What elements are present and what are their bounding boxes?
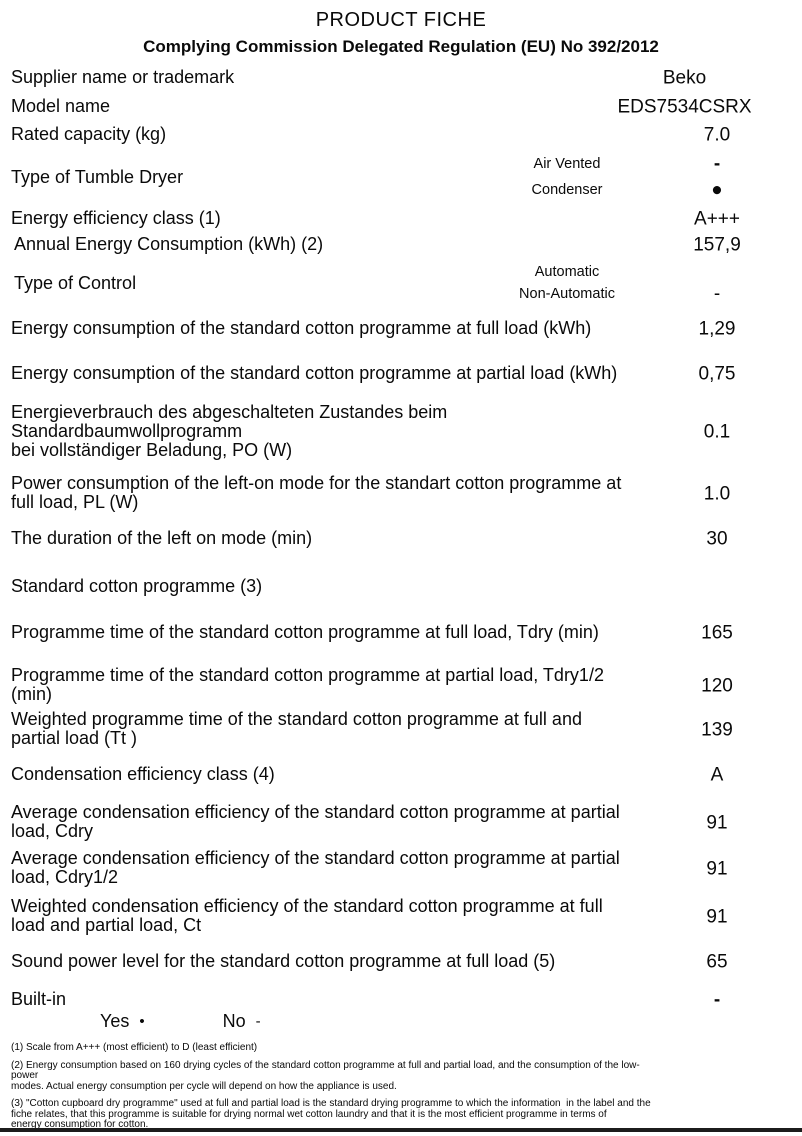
row-value: 91 (706, 812, 728, 833)
option-label: Automatic (534, 264, 600, 280)
row-label: Average condensation efficiency of the s… (11, 802, 620, 841)
dot-mark: ● (711, 179, 723, 201)
row-time-full-load: Programme time of the standard cotton pr… (0, 623, 802, 643)
option-automatic: Automatic (502, 261, 802, 283)
row-label: Condensation efficiency class (4) (11, 764, 275, 784)
row-label: Annual Energy Consumption (kWh) (2) (14, 234, 324, 254)
footnote-3: (3) "Cotton cupboard dry programme" used… (11, 1098, 651, 1130)
row-value: 157,9 (693, 234, 741, 256)
footnotes: (1) Scale from A+++ (most efficient) to … (0, 1042, 802, 1136)
option-air-vented: Air Vented - (502, 151, 802, 177)
row-label: Weighted condensation efficiency of the … (11, 896, 603, 935)
footnote-2: (2) Energy consumption based on 160 dryi… (11, 1059, 640, 1092)
row-energy-partial-load: Energy consumption of the standard cotto… (0, 364, 802, 384)
row-value: 91 (706, 906, 728, 927)
row-label: Energy efficiency class (1) (11, 208, 221, 228)
option-non-automatic: Non-Automatic - (502, 283, 802, 305)
row-value: 120 (701, 675, 733, 696)
control-type-options: Automatic Non-Automatic - (502, 261, 802, 305)
row-label: Supplier name or trademark (11, 67, 235, 87)
row-value: 0,75 (698, 363, 736, 385)
row-annual-energy: Annual Energy Consumption (kWh) (2) 157,… (0, 235, 802, 255)
row-condensation-class: Condensation efficiency class (4) A (0, 765, 802, 785)
row-value: 165 (701, 622, 733, 644)
row-value: 91 (706, 858, 728, 879)
row-standard-programme: Standard cotton programme (3) (0, 577, 802, 597)
bullet-mark: • (139, 1013, 145, 1030)
dryer-type-options: Air Vented - Condenser ● (502, 151, 802, 203)
option-label: Air Vented (533, 156, 601, 172)
builtin-legend: Yes • No - (0, 1012, 802, 1031)
row-label: Average condensation efficiency of the s… (11, 848, 620, 887)
row-label: Energy consumption of the standard cotto… (11, 318, 592, 338)
row-label: Energieverbrauch des abgeschalteten Zust… (11, 402, 448, 460)
row-weighted-time: Weighted programme time of the standard … (0, 710, 802, 749)
option-label: Condenser (531, 182, 603, 198)
row-label: Weighted programme time of the standard … (11, 709, 582, 748)
bottom-rule (0, 1128, 802, 1132)
row-dryer-type: Type of Tumble Dryer Air Vented - Conden… (0, 151, 802, 203)
row-off-mode-power: Energieverbrauch des abgeschalteten Zust… (0, 403, 802, 461)
row-value: A+++ (694, 208, 740, 230)
row-label: Energy consumption of the standard cotto… (11, 363, 618, 383)
row-value: 1,29 (698, 318, 736, 340)
row-value: A (710, 764, 724, 786)
row-label: Programme time of the standard cotton pr… (11, 622, 599, 642)
row-label: Power consumption of the left-on mode fo… (11, 473, 622, 512)
row-label: Type of Control (14, 272, 137, 293)
row-rated-capacity: Rated capacity (kg) 7.0 (0, 125, 802, 145)
row-sound-power: Sound power level for the standard cotto… (0, 952, 802, 972)
row-time-partial-load: Programme time of the standard cotton pr… (0, 666, 802, 705)
row-value: 65 (706, 951, 728, 973)
row-condensation-cdry12: Average condensation efficiency of the s… (0, 849, 802, 888)
page-title: PRODUCT FICHE (315, 9, 487, 31)
row-model-name: Model name EDS7534CSRX (0, 97, 802, 117)
row-label: Programme time of the standard cotton pr… (11, 665, 604, 704)
row-label: Rated capacity (kg) (11, 124, 167, 144)
legend-no-label: No (222, 1011, 246, 1031)
row-label: Standard cotton programme (3) (11, 576, 263, 596)
row-energy-full-load: Energy consumption of the standard cotto… (0, 319, 802, 339)
row-value: Beko (662, 67, 707, 89)
row-value: 1.0 (703, 483, 731, 504)
row-value: 30 (706, 528, 728, 550)
row-value: 0.1 (703, 421, 731, 443)
row-left-on-duration: The duration of the left on mode (min) 3… (0, 529, 802, 549)
row-label: The duration of the left on mode (min) (11, 528, 313, 548)
row-label: Built-in (11, 989, 67, 1009)
row-control-type: Type of Control Automatic Non-Automatic … (0, 261, 802, 305)
legend-yes-label: Yes (100, 1011, 130, 1031)
option-condenser: Condenser ● (502, 177, 802, 203)
dash-mark: - (713, 283, 721, 305)
row-condensation-cdry: Average condensation efficiency of the s… (0, 803, 802, 842)
dash-mark: - (713, 989, 721, 1011)
row-value: 7.0 (703, 124, 731, 146)
row-energy-class: Energy efficiency class (1) A+++ (0, 209, 802, 229)
row-left-on-power: Power consumption of the left-on mode fo… (0, 474, 802, 513)
page-subtitle: Complying Commission Delegated Regulatio… (143, 37, 659, 56)
row-built-in: Built-in - (0, 990, 802, 1010)
option-label: Non-Automatic (519, 286, 615, 302)
row-condensation-ct: Weighted condensation efficiency of the … (0, 897, 802, 936)
row-label: Sound power level for the standard cotto… (11, 951, 556, 971)
row-label: Model name (11, 96, 111, 116)
dash-mark: - (255, 1013, 261, 1030)
row-label: Type of Tumble Dryer (11, 166, 184, 187)
row-supplier-name: Supplier name or trademark Beko (0, 68, 802, 88)
footnote-1: (1) Scale from A+++ (most efficient) to … (11, 1042, 258, 1053)
row-value: 139 (701, 719, 733, 740)
row-value: EDS7534CSRX (617, 96, 752, 118)
dash-mark: - (713, 153, 721, 175)
